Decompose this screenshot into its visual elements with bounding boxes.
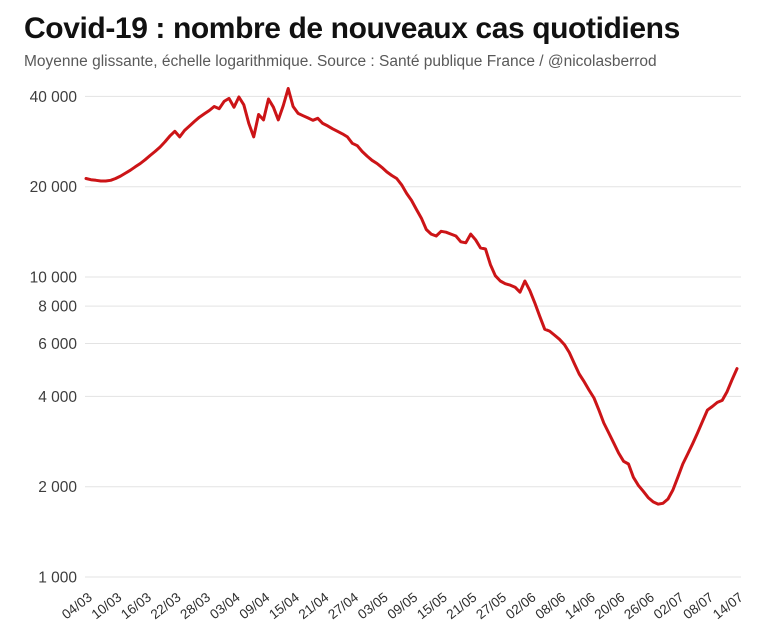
x-tick-label: 15/04 [266,589,302,622]
y-tick-label: 40 000 [30,89,78,106]
y-tick-label: 1 000 [38,570,77,587]
x-tick-label: 09/04 [237,589,273,622]
x-tick-label: 15/05 [414,590,450,623]
x-tick-label: 26/06 [621,590,657,623]
x-tick-label: 22/03 [148,590,184,623]
x-tick-label: 02/07 [651,590,687,623]
x-tick-label: 10/03 [89,590,125,623]
x-tick-label: 14/07 [710,590,746,623]
x-tick-label: 20/06 [592,590,628,623]
x-tick-label: 27/04 [325,589,361,622]
x-tick-label: 21/05 [444,590,480,623]
x-tick-label: 09/05 [384,590,420,623]
y-tick-label: 8 000 [38,299,77,316]
x-tick-label: 03/04 [207,589,243,622]
x-tick-label: 04/03 [59,590,95,623]
x-tick-label: 03/05 [355,590,391,623]
y-tick-label: 10 000 [30,270,78,287]
x-tick-label: 14/06 [562,590,598,623]
x-tick-label: 08/07 [680,590,716,623]
x-tick-label: 21/04 [296,589,332,622]
chart-subtitle: Moyenne glissante, échelle logarithmique… [24,53,657,70]
y-tick-label: 2 000 [38,479,77,496]
y-tick-label: 6 000 [38,336,77,353]
x-tick-label: 28/03 [177,590,213,623]
x-tick-label: 16/03 [118,590,154,623]
x-tick-label: 08/06 [532,590,568,623]
x-tick-label: 02/06 [503,590,539,623]
chart-title: Covid-19 : nombre de nouveaux cas quotid… [24,12,680,45]
y-tick-label: 4 000 [38,389,77,406]
y-tick-label: 20 000 [30,179,78,196]
cases-line [84,87,739,506]
x-tick-label: 27/05 [473,590,509,623]
